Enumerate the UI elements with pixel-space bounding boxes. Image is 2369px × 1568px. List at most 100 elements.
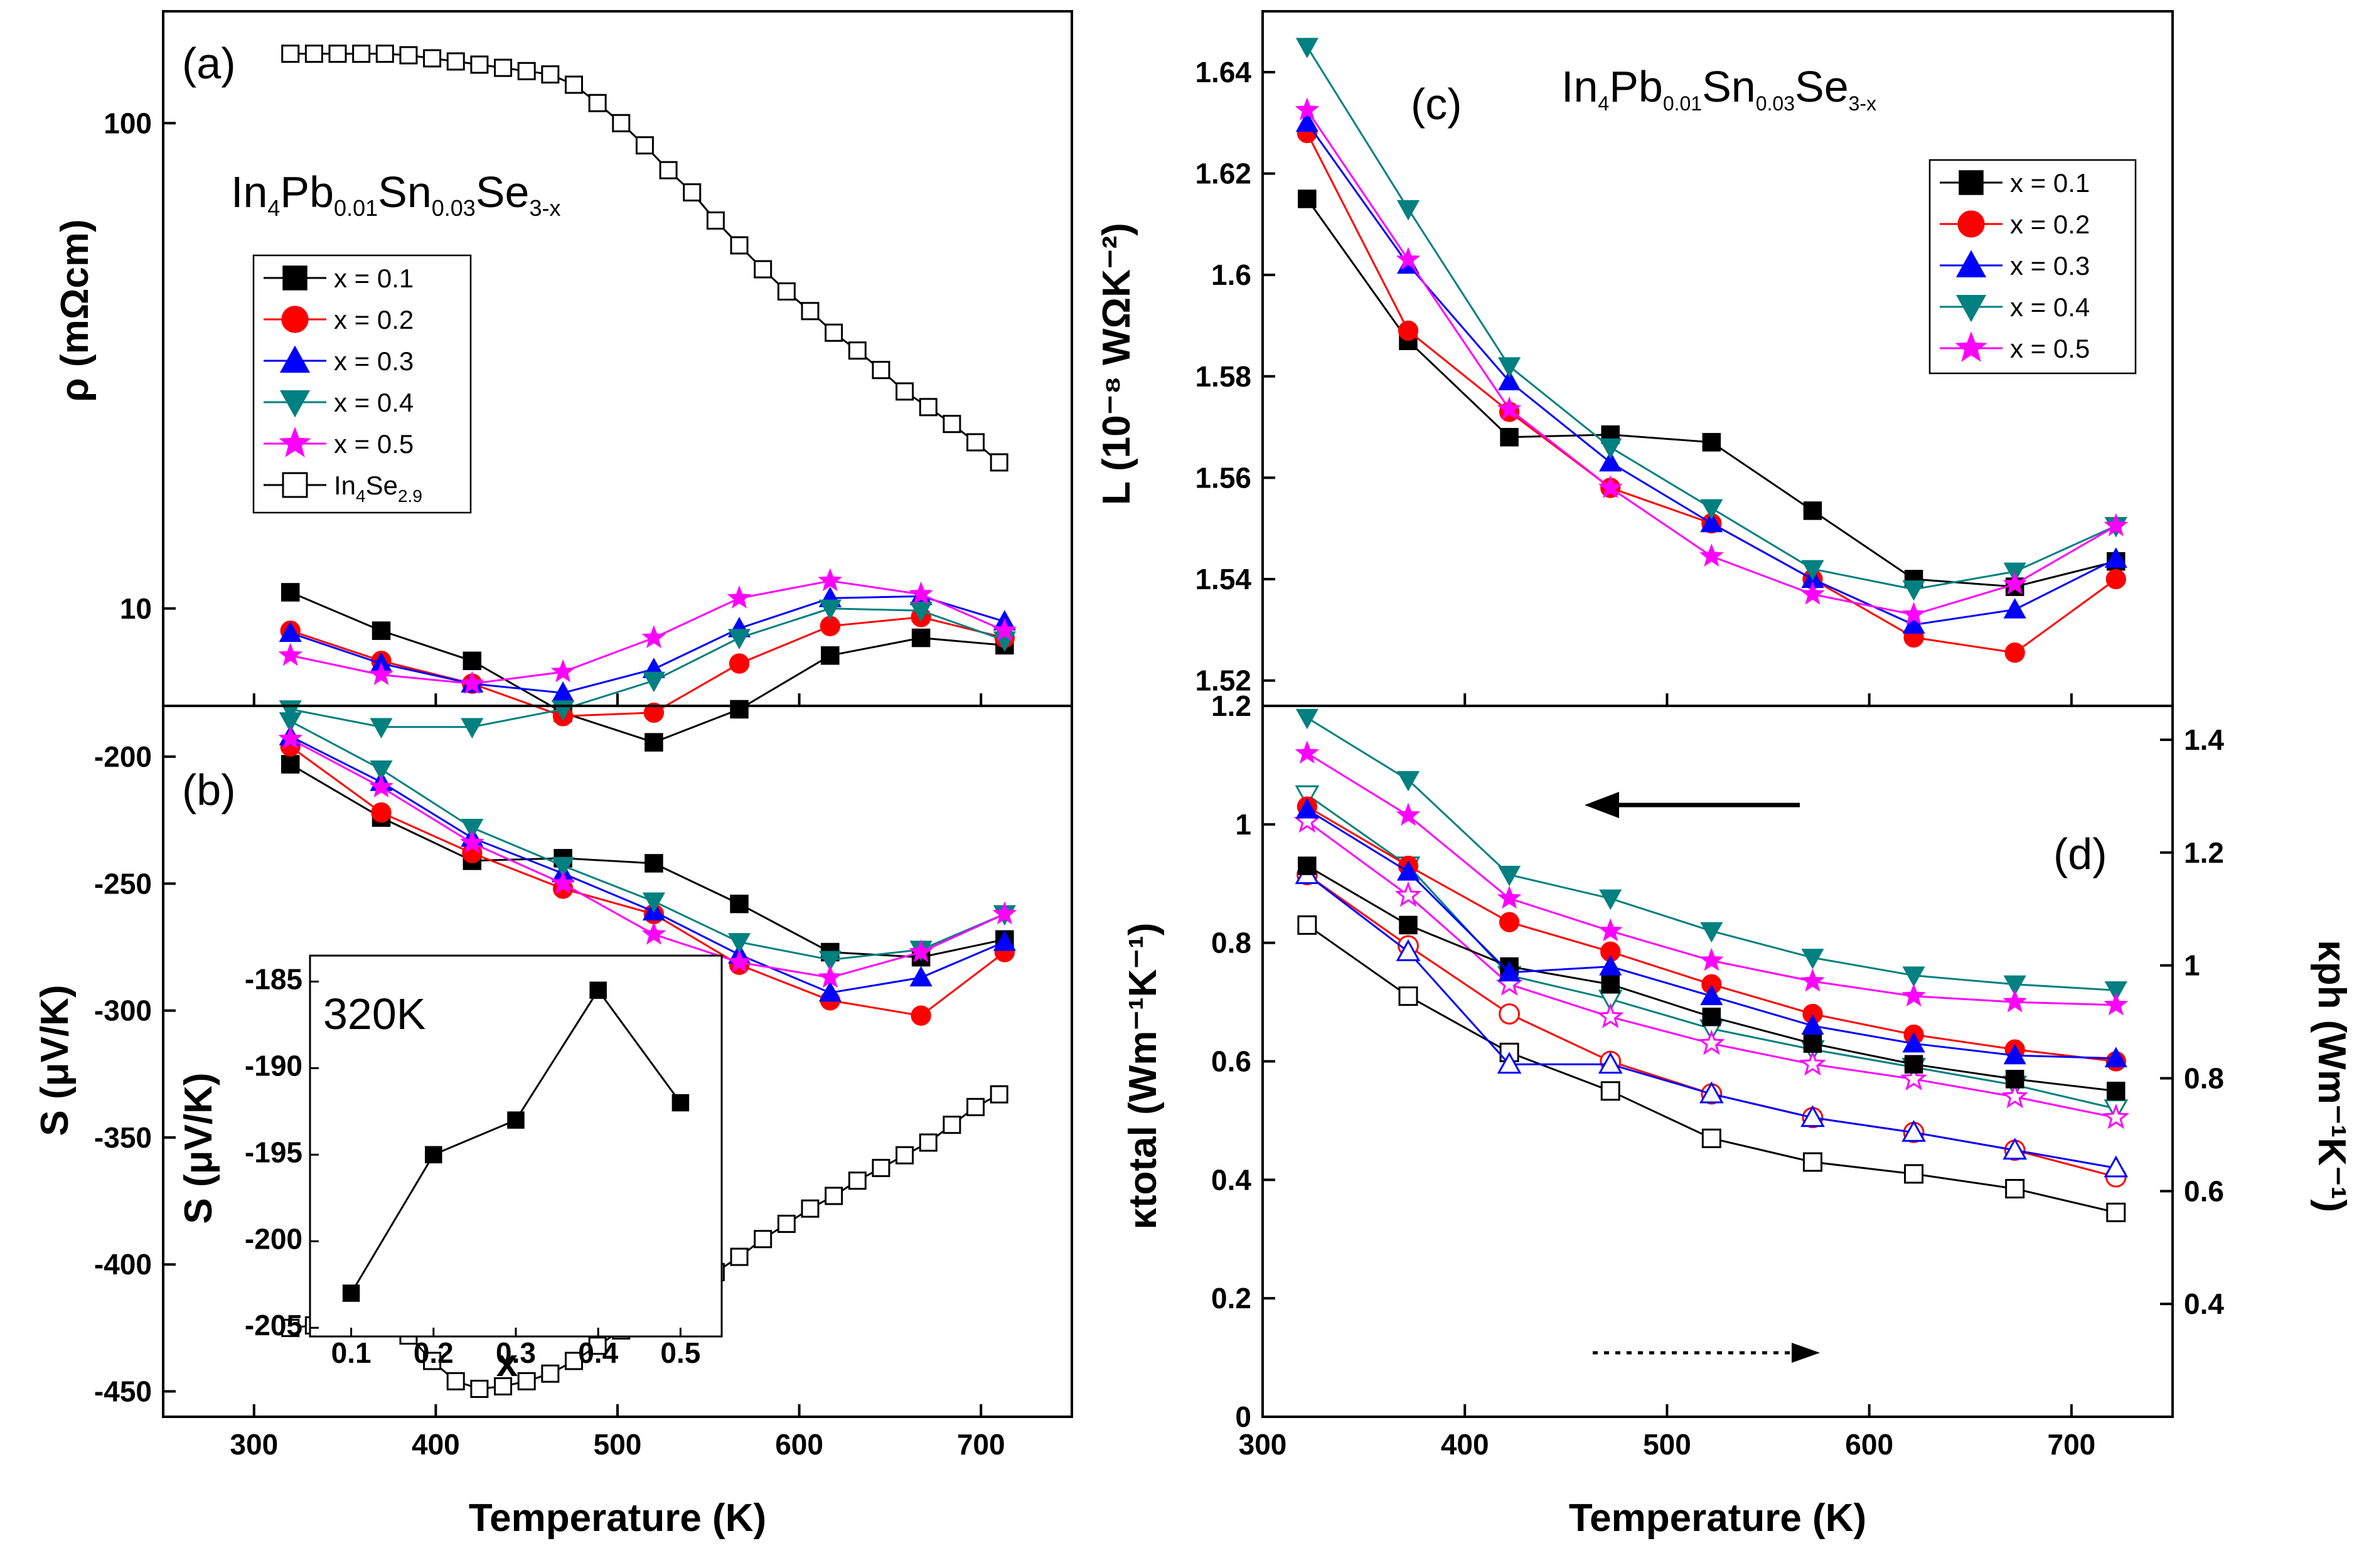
panel-c-point-x05: [2104, 513, 2129, 536]
panel-b-ytick-label: -350: [94, 1121, 152, 1154]
panel-c-legend-marker: [1959, 170, 1984, 195]
panel-c-legend-label: x = 0.2: [2010, 210, 2090, 239]
panel-d-total-point-x03: [2003, 1043, 2026, 1065]
inset-xtick-label: 0.5: [660, 1336, 700, 1369]
panel-d-total-point-x01: [2107, 1081, 2126, 1101]
panel-c-ytick-label: 1.54: [1195, 563, 1251, 595]
inset-xtick-label: 0.3: [496, 1336, 536, 1369]
panel-d-total-point-x03: [1801, 1014, 1824, 1035]
panel-a-legend-label: x = 0.3: [334, 346, 414, 376]
panel-c-legend-marker: [1955, 295, 1987, 323]
panel-c-point-x05: [1901, 602, 1926, 626]
panel-d-ph-point-x01: [1701, 1128, 1721, 1148]
panel-a-point-in4se29: [825, 323, 843, 342]
panel-b-point-x03: [993, 930, 1016, 951]
panel-a-label: (a): [182, 39, 236, 88]
panel-a-point-in4se29: [281, 45, 300, 63]
formula-label: In4Pb0.01Sn0.03Se3-x: [1561, 62, 1876, 115]
panel-d-ph-point-x01: [1802, 1152, 1822, 1172]
panel-a-point-x01: [281, 583, 300, 602]
panel-c-ytick-label: 1.62: [1195, 157, 1251, 190]
panel-d-total-point-x03: [1498, 961, 1521, 982]
panel-a-point-x01: [463, 651, 482, 671]
inset-ytick-label: -195: [245, 1136, 302, 1168]
panel-b-ytick-label: -250: [94, 867, 152, 900]
panel-d-total-point-x04: [1902, 966, 1925, 987]
panel-a-point-x05: [459, 671, 484, 695]
panel-d-total-point-x04: [1396, 771, 1420, 792]
panel-c-ytick-label: 1.6: [1211, 259, 1251, 291]
inset-ytick-label: -185: [245, 963, 302, 995]
panel-d-ph-point-x01: [1904, 1164, 1924, 1184]
panel-b-point-x01: [281, 755, 300, 774]
panel-c-ytick-label: 1.56: [1195, 461, 1251, 494]
panel-d-total-point-x05: [1497, 885, 1522, 909]
legend-ref-sub: 4: [356, 486, 366, 506]
panel-d-ytick-label: 1.2: [1211, 690, 1251, 722]
panel-b-point-in4se29: [446, 1372, 465, 1390]
inset-frame: [309, 954, 723, 1338]
panel-c-point-x04: [1902, 580, 1925, 601]
panel-a-legend-label: x = 0.2: [334, 305, 414, 334]
panel-b-point-x05: [909, 939, 933, 963]
formula-sub: 4: [267, 195, 280, 221]
panel-b-xtick-label: 600: [775, 1428, 823, 1461]
formula-base: Sn: [1702, 62, 1756, 111]
panel-a-point-in4se29: [470, 55, 489, 74]
panel-b-point-x04: [818, 951, 842, 971]
panel-a-point-in4se29: [777, 282, 796, 301]
panel-c-point-x05: [1598, 475, 1623, 499]
panel-b-point-in4se29: [494, 1377, 513, 1395]
formula-base: Sn: [378, 168, 432, 216]
inset-ylabel: S (μV/K): [177, 1072, 220, 1224]
panel-d-total-point-x03: [2104, 1047, 2127, 1067]
panel-b-point-in4se29: [896, 1146, 914, 1165]
panel-c-point-x01: [1702, 433, 1721, 452]
panel-d-total-point-x04: [2104, 981, 2127, 1002]
formula-label: In4Pb0.01Sn0.03Se3-x: [231, 168, 560, 221]
panel-b-point-x05: [369, 774, 393, 797]
formula-sub: 0.01: [1663, 92, 1702, 115]
panel-d-total-point-x03: [1700, 984, 1723, 1005]
panel-c-point-x03: [1295, 111, 1318, 132]
panel-c-point-x05: [2003, 571, 2028, 595]
panel-a-legend-label: x = 0.4: [334, 388, 414, 417]
inset-point-x-s: [342, 1284, 360, 1302]
panel-c-point-x02: [2105, 568, 2126, 590]
panel-a-point-x04: [727, 629, 751, 649]
formula-base: In: [1561, 62, 1598, 111]
legend-ref-base: Se: [366, 471, 398, 500]
panel-b-ytick-label: -450: [94, 1375, 152, 1408]
panel-a-point-in4se29: [966, 433, 985, 452]
panel-d-ph-point-x03: [1699, 1081, 1724, 1104]
panel-b-point-in4se29: [919, 1133, 938, 1152]
panel-a-point-x05: [818, 568, 843, 592]
panel-a-point-x05: [550, 659, 575, 683]
inset-label: 320K: [323, 989, 425, 1038]
panel-d-ph-line-x05: [1307, 820, 2117, 1119]
panel-c-point-x01: [1500, 427, 1519, 447]
panel-d-total-point-x05: [1598, 918, 1623, 942]
panel-b-point-in4se29: [541, 1364, 560, 1383]
panel-b-point-x02: [911, 1005, 931, 1026]
panel-a-legend-box: [252, 254, 472, 514]
panel-b-point-in4se29: [588, 1336, 607, 1355]
panel-a-point-x04: [461, 718, 484, 739]
panel-b-point-x05: [459, 830, 484, 853]
panel-c-point-x03: [1498, 370, 1521, 391]
panel-c-ytick-label: 1.52: [1195, 664, 1251, 697]
panel-a-point-x05: [278, 643, 303, 666]
panel-d-total-point-x01: [1702, 1007, 1721, 1027]
panel-b-xtick-label: 700: [957, 1428, 1005, 1461]
panel-d-xtick-label: 700: [2048, 1428, 2096, 1461]
panel-b-point-x05: [550, 870, 575, 894]
panel-d-ytick-label: 0.6: [1211, 1045, 1251, 1078]
panel-a-point-x05: [727, 585, 752, 609]
panel-c-ytick-label: 1.58: [1195, 360, 1251, 393]
panel-a-point-x04: [370, 718, 393, 739]
panel-d-ytick-label: 0.8: [1211, 927, 1251, 959]
panel-b-point-in4se29: [943, 1116, 961, 1134]
panel-c-legend-label: x = 0.5: [2010, 334, 2090, 363]
panel-c-legend-marker: [1957, 210, 1985, 238]
panel-a-point-x05: [641, 625, 666, 649]
